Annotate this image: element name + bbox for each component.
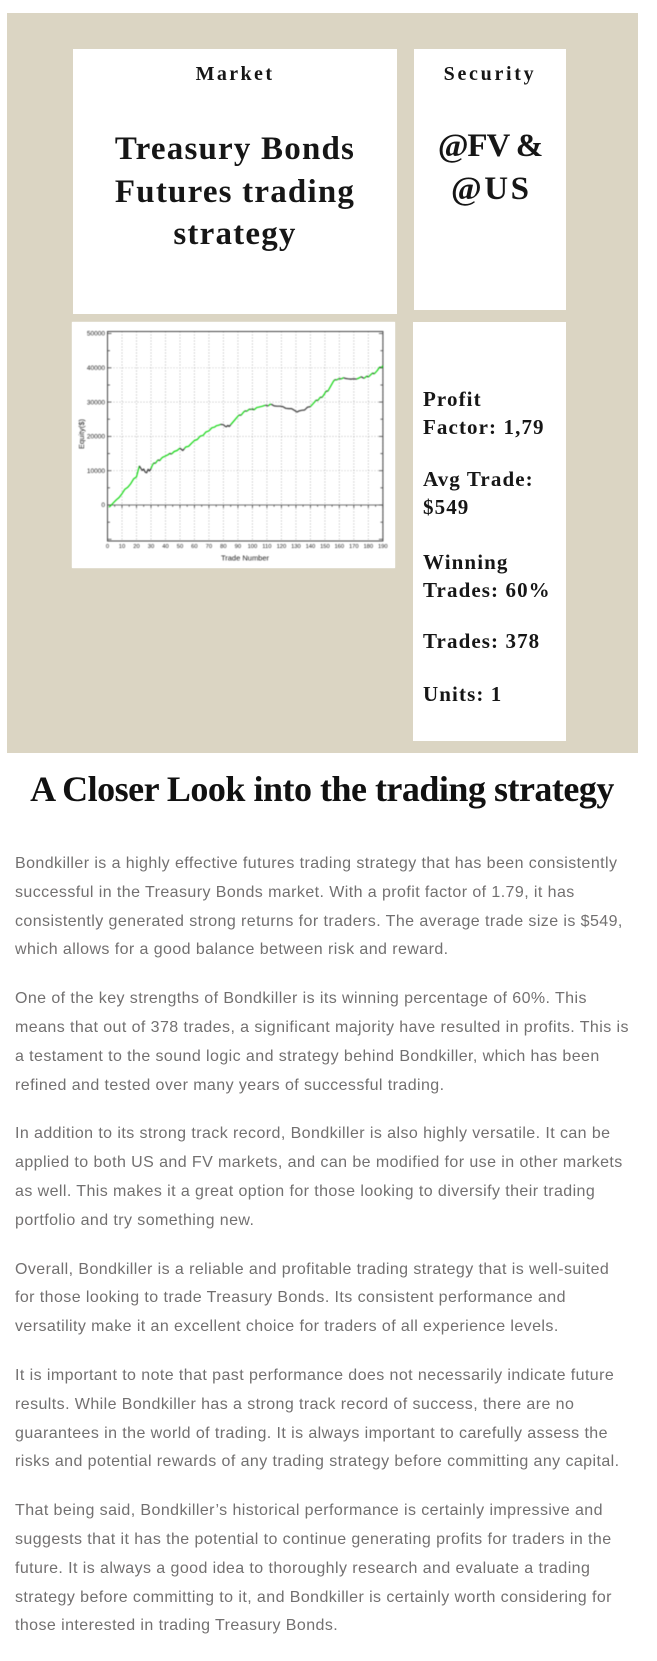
svg-text:130: 130 [291, 544, 301, 550]
svg-text:70: 70 [206, 544, 212, 550]
svg-text:10: 10 [119, 544, 125, 550]
svg-text:150: 150 [320, 544, 330, 550]
svg-text:160: 160 [334, 544, 344, 550]
svg-text:170: 170 [349, 544, 359, 550]
svg-text:180: 180 [363, 544, 373, 550]
svg-text:30: 30 [148, 544, 154, 550]
svg-text:50000: 50000 [87, 331, 105, 338]
svg-text:120: 120 [277, 544, 287, 550]
svg-text:60: 60 [191, 544, 197, 550]
svg-text:10000: 10000 [87, 468, 105, 475]
svg-text:140: 140 [306, 544, 316, 550]
svg-text:40000: 40000 [87, 365, 105, 372]
svg-text:0: 0 [101, 502, 105, 509]
svg-text:20000: 20000 [87, 434, 105, 441]
svg-text:30000: 30000 [87, 399, 105, 406]
svg-text:90: 90 [235, 544, 241, 550]
svg-text:50: 50 [177, 544, 183, 550]
svg-text:40: 40 [162, 544, 168, 550]
svg-text:0: 0 [106, 544, 109, 550]
svg-text:20: 20 [133, 544, 139, 550]
svg-text:Equity($): Equity($) [77, 418, 86, 449]
svg-text:Trade Number: Trade Number [221, 554, 270, 563]
svg-text:80: 80 [220, 544, 226, 550]
svg-text:100: 100 [248, 544, 258, 550]
svg-text:110: 110 [262, 544, 271, 550]
svg-text:190: 190 [378, 544, 388, 550]
